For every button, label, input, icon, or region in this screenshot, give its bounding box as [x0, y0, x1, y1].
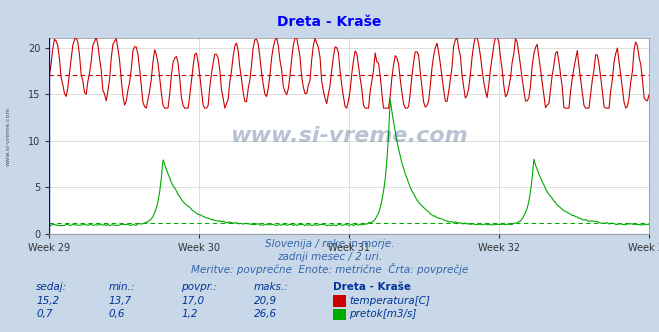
Text: min.:: min.:	[109, 282, 135, 292]
Text: zadnji mesec / 2 uri.: zadnji mesec / 2 uri.	[277, 252, 382, 262]
Text: Dreta - Kraše: Dreta - Kraše	[333, 282, 411, 292]
Text: pretok[m3/s]: pretok[m3/s]	[349, 309, 416, 319]
Text: Dreta - Kraše: Dreta - Kraše	[277, 15, 382, 29]
Text: temperatura[C]: temperatura[C]	[349, 296, 430, 306]
Text: Meritve: povprečne  Enote: metrične  Črta: povprečje: Meritve: povprečne Enote: metrične Črta:…	[191, 263, 468, 275]
Text: povpr.:: povpr.:	[181, 282, 217, 292]
Text: Slovenija / reke in morje.: Slovenija / reke in morje.	[265, 239, 394, 249]
Text: 17,0: 17,0	[181, 296, 204, 306]
Text: 26,6: 26,6	[254, 309, 277, 319]
Text: www.si-vreme.com: www.si-vreme.com	[231, 126, 468, 146]
Text: 20,9: 20,9	[254, 296, 277, 306]
Text: 13,7: 13,7	[109, 296, 132, 306]
Text: www.si-vreme.com: www.si-vreme.com	[6, 106, 11, 166]
Text: 0,7: 0,7	[36, 309, 53, 319]
Text: 15,2: 15,2	[36, 296, 59, 306]
Text: 0,6: 0,6	[109, 309, 125, 319]
Text: 1,2: 1,2	[181, 309, 198, 319]
Text: sedaj:: sedaj:	[36, 282, 67, 292]
Text: maks.:: maks.:	[254, 282, 289, 292]
